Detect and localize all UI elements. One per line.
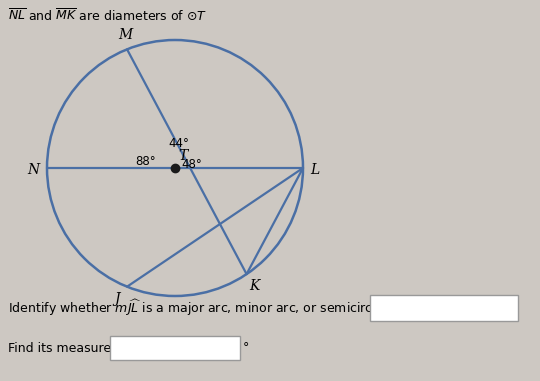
Text: 48°: 48°	[181, 158, 202, 171]
Text: J: J	[114, 292, 120, 306]
Text: M: M	[118, 28, 132, 42]
Text: Identify whether $m\widehat{JL}$ is a major arc, minor arc, or semicircle.: Identify whether $m\widehat{JL}$ is a ma…	[8, 298, 388, 318]
Text: $\overline{NL}$ and $\overline{MK}$ are diameters of $\odot T$: $\overline{NL}$ and $\overline{MK}$ are …	[8, 8, 207, 24]
Bar	[110, 336, 240, 360]
Text: 44°: 44°	[168, 137, 190, 150]
Text: L: L	[310, 163, 320, 177]
Text: K: K	[249, 279, 260, 293]
Text: Find its measure.: Find its measure.	[8, 341, 115, 354]
Text: 88°: 88°	[136, 155, 156, 168]
Text: T: T	[178, 149, 187, 163]
Bar	[370, 295, 518, 321]
Text: N: N	[27, 163, 39, 177]
Text: °: °	[243, 341, 249, 354]
